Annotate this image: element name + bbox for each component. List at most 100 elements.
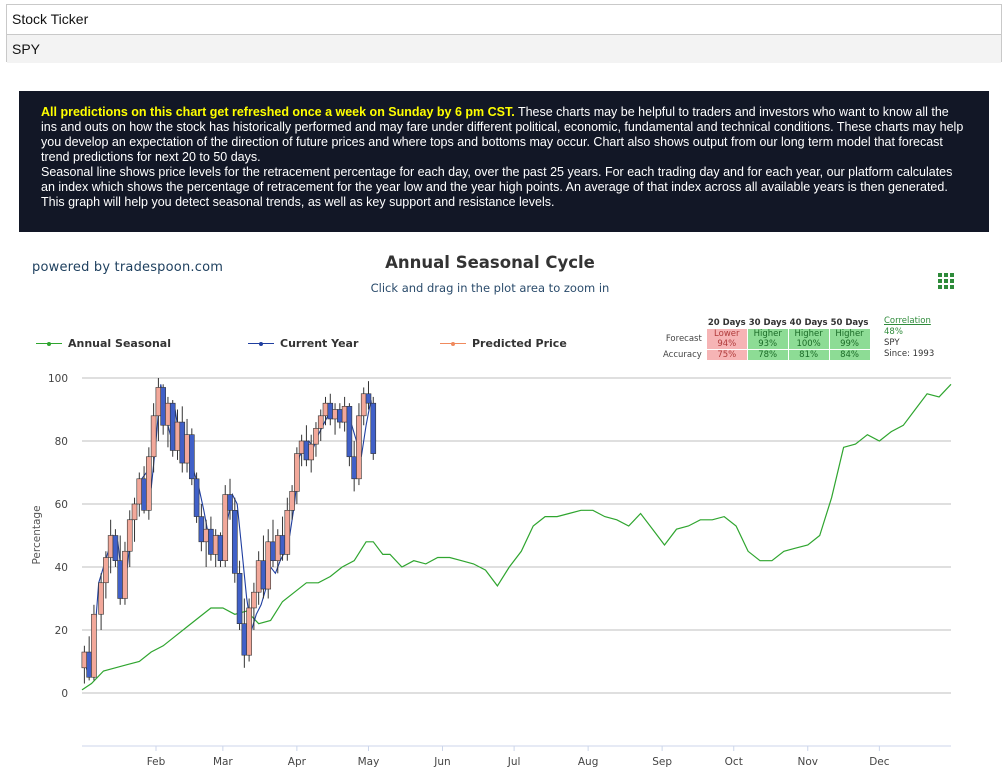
candle-body xyxy=(141,478,147,511)
x-tick-label: Aug xyxy=(578,756,599,768)
candle-body xyxy=(317,415,324,429)
candle-body xyxy=(117,560,123,599)
x-tick-label: Sep xyxy=(652,756,672,768)
candle-body xyxy=(337,409,343,423)
accuracy-cell: 78% xyxy=(747,350,788,360)
ticker-input[interactable]: SPY xyxy=(7,34,1001,63)
candle-body xyxy=(231,509,238,574)
legend-swatch-seasonal xyxy=(36,339,62,349)
x-tick-label: Mar xyxy=(213,756,233,768)
candle-body xyxy=(212,535,219,555)
banner-text: These charts may be helpful to traders a… xyxy=(41,105,964,164)
candle-body xyxy=(160,387,166,426)
forecast-header: 30 Days xyxy=(748,317,787,328)
x-tick-label: Dec xyxy=(869,756,890,768)
candle-body xyxy=(260,560,267,590)
x-tick-label: May xyxy=(358,756,380,768)
axis-layer: 0 20 40 60 80 100 Feb Mar Apr May Jun Jul Aug Sep Oct N… xyxy=(48,373,951,768)
candle-body xyxy=(112,535,119,562)
candle-body xyxy=(251,591,257,609)
candle-body xyxy=(270,541,276,561)
banner-text-2: Seasonal line shows price levels for the… xyxy=(41,165,953,209)
forecast-header: 50 Days xyxy=(830,317,869,328)
ticker-label: Stock Ticker xyxy=(12,11,89,27)
y-tick-label: 80 xyxy=(55,436,68,448)
candle-body xyxy=(279,535,286,555)
forecast-cell: Higher 93% xyxy=(747,329,788,349)
candle-body xyxy=(155,387,162,417)
y-tick-label: 0 xyxy=(61,688,68,700)
legend-swatch-current xyxy=(248,339,274,349)
legend-label: Predicted Price xyxy=(472,337,567,350)
legend-current-year[interactable]: Current Year xyxy=(248,337,358,350)
candle-body xyxy=(146,456,152,511)
x-tick-label: Jul xyxy=(507,756,521,768)
candle-body xyxy=(189,434,195,480)
x-tick-label: Apr xyxy=(288,756,307,768)
candle-body xyxy=(98,582,104,615)
x-tick-label: Feb xyxy=(147,756,166,768)
series-line-annual-seasonal xyxy=(81,383,952,691)
legend-label: Annual Seasonal xyxy=(68,337,171,350)
grid-layer xyxy=(82,377,951,694)
y-tick-label: 20 xyxy=(55,625,68,637)
chart-menu-icon[interactable] xyxy=(938,273,954,289)
y-tick-label: 40 xyxy=(55,562,68,574)
candle-body xyxy=(313,428,319,445)
forecast-row-label: Forecast xyxy=(665,334,702,344)
candle-body xyxy=(370,402,377,454)
candle-body xyxy=(217,535,224,562)
candle-body xyxy=(198,516,205,543)
candle-body xyxy=(241,623,248,656)
chart-title: Annual Seasonal Cycle xyxy=(385,253,595,272)
y-tick-label: 60 xyxy=(55,499,68,511)
candle-body xyxy=(222,494,229,561)
legend-annual-seasonal[interactable]: Annual Seasonal xyxy=(36,337,171,350)
banner-highlight: All predictions on this chart get refres… xyxy=(41,105,515,119)
forecast-table: 20 Days 30 Days 40 Days 50 Days Forecast… xyxy=(660,316,871,361)
accuracy-cell: 84% xyxy=(829,350,870,360)
candle-body xyxy=(322,402,329,417)
accuracy-cell: 81% xyxy=(788,350,829,360)
legend-swatch-predicted xyxy=(440,339,466,349)
candle-body xyxy=(81,651,88,669)
x-tick-label: Oct xyxy=(725,756,743,768)
legend-predicted-price[interactable]: Predicted Price xyxy=(440,337,567,350)
candle-body xyxy=(103,557,109,584)
candle-body xyxy=(86,651,92,678)
ticker-box: Stock Ticker SPY xyxy=(6,4,1002,63)
candle-body xyxy=(91,613,97,678)
candle-body xyxy=(203,528,209,543)
chart-subtitle: Click and drag in the plot area to zoom … xyxy=(370,281,610,295)
legend-label: Current Year xyxy=(280,337,359,350)
candle-body xyxy=(150,415,157,458)
candle-body xyxy=(360,393,367,417)
candle-body xyxy=(208,528,214,555)
candle-body xyxy=(246,607,252,656)
x-tick-label: Nov xyxy=(798,756,819,768)
forecast-cell: Lower 94% xyxy=(706,329,747,349)
correlation-block: Correlation 48% SPY Since: 1993 xyxy=(884,316,934,360)
candle-body xyxy=(131,503,138,521)
candle-body xyxy=(193,478,200,517)
candle-body xyxy=(289,491,295,511)
candle-body xyxy=(122,550,128,599)
candle-body xyxy=(165,402,171,426)
correlation-link[interactable]: Correlation xyxy=(884,316,931,326)
candle-body xyxy=(365,393,372,404)
candle-body xyxy=(341,406,348,423)
candle-body xyxy=(107,535,114,558)
candle-body xyxy=(294,453,300,492)
candle-body xyxy=(169,402,176,451)
candle-body xyxy=(236,572,243,624)
forecast-header: 20 Days xyxy=(707,317,746,328)
candle-body xyxy=(303,440,310,461)
candle-body xyxy=(179,421,186,464)
candle-body xyxy=(298,440,305,454)
candle-body xyxy=(255,560,262,593)
forecast-cell: Higher 99% xyxy=(829,329,870,349)
candle-body xyxy=(308,443,314,461)
candle-body xyxy=(351,456,357,480)
powered-by[interactable]: powered by tradespoon.com xyxy=(32,260,224,275)
